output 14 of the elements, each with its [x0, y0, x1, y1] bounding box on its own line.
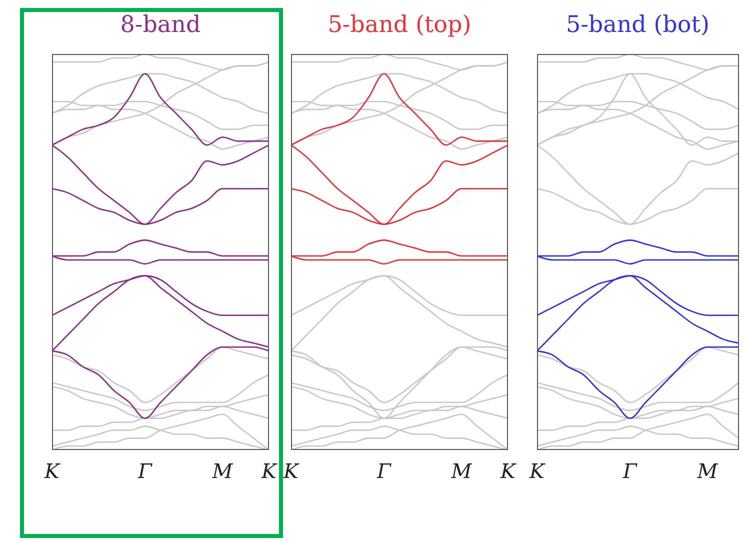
x-tick-label: K	[44, 459, 61, 483]
x-tick-label: Γ	[137, 459, 154, 483]
x-tick-label: K	[282, 459, 300, 483]
x-tick-label: Γ	[376, 459, 392, 483]
x-tick-label: K	[260, 459, 278, 483]
x-tick-label: M	[450, 459, 472, 483]
x-tick-label: K	[500, 459, 517, 483]
x-tick-label: Γ	[622, 459, 638, 483]
x-tick-label: M	[696, 459, 718, 483]
chart-title: 5-band (bot)	[565, 12, 710, 38]
x-tick-label: K	[528, 459, 546, 483]
chart-title: 5-band (top)	[326, 12, 472, 38]
x-tick-label: M	[211, 459, 234, 483]
chart-title: 8-band	[119, 12, 202, 38]
